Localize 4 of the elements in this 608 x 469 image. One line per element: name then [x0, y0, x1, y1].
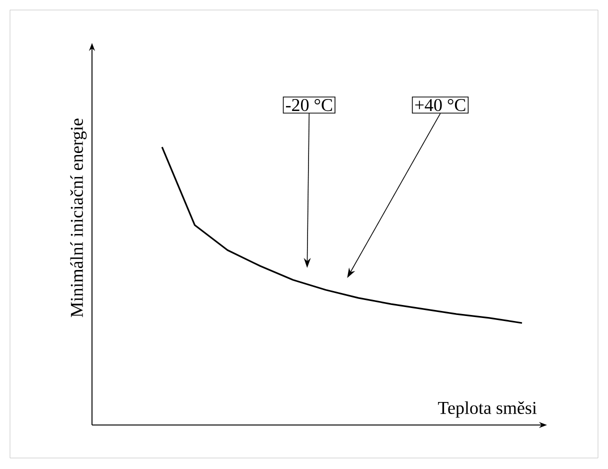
- text: -20 °C: [286, 98, 332, 112]
- x-axis-title: Teplota směsi: [438, 401, 537, 418]
- y-axis-title: Minimální iniciační energie: [70, 118, 87, 318]
- text: +40 °C: [415, 98, 466, 112]
